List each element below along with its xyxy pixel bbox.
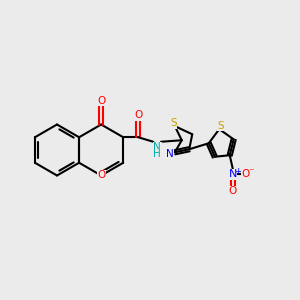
- Text: N: N: [153, 142, 161, 152]
- Text: O: O: [229, 186, 237, 196]
- Text: O: O: [97, 170, 105, 181]
- Text: O: O: [134, 110, 142, 120]
- Text: N: N: [166, 149, 173, 159]
- Text: O: O: [241, 169, 250, 179]
- Text: N: N: [229, 169, 237, 179]
- Text: O: O: [97, 95, 105, 106]
- Text: H: H: [153, 149, 161, 159]
- Text: S: S: [218, 121, 224, 130]
- Text: +: +: [234, 167, 242, 176]
- Text: ⁻: ⁻: [249, 167, 254, 177]
- Text: S: S: [170, 118, 177, 128]
